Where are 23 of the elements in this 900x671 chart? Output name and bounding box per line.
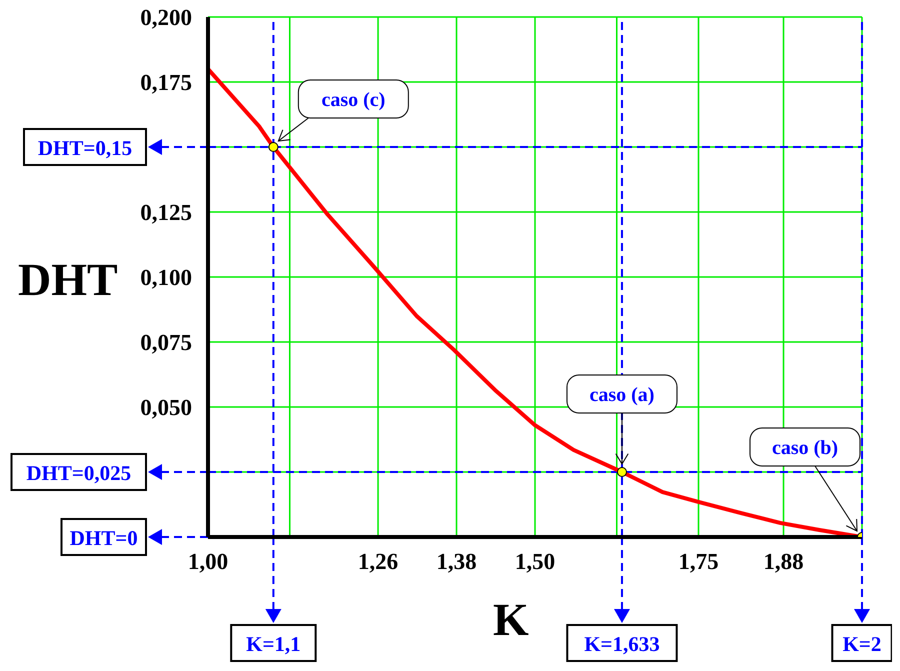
x-tick-label: 1,50 [514, 549, 556, 574]
annotation: caso (a) [589, 384, 654, 406]
y-tick-label: 0,125 [140, 200, 192, 225]
y-tick-label: 0,200 [140, 5, 192, 30]
y-tick-label: 0,100 [140, 265, 192, 290]
y-tick-label: 0,175 [140, 70, 192, 95]
ref-line-label: DHT=0,15 [38, 136, 132, 160]
y-tick-label: 0,050 [140, 395, 192, 420]
ref-line-label: K=1,1 [246, 632, 301, 656]
ref-line-label: DHT=0,025 [26, 461, 132, 485]
annotation: caso (c) [321, 89, 386, 111]
ref-line-label: K=2 [842, 632, 882, 656]
ref-line-label: K=1,633 [584, 632, 660, 656]
y-tick-label: 0,075 [140, 330, 192, 355]
x-tick-label: 1,26 [358, 549, 398, 574]
ref-line-label: DHT=0 [70, 526, 138, 550]
x-tick-label: 1,00 [188, 549, 228, 574]
x-tick-label: 1,75 [678, 549, 719, 574]
x-tick-label: 1,88 [763, 549, 804, 574]
annotation: caso (b) [772, 437, 838, 459]
x-tick-label: 1,38 [436, 549, 477, 574]
y-axis-title: DHT [18, 253, 118, 306]
x-axis-title: K [493, 593, 529, 646]
